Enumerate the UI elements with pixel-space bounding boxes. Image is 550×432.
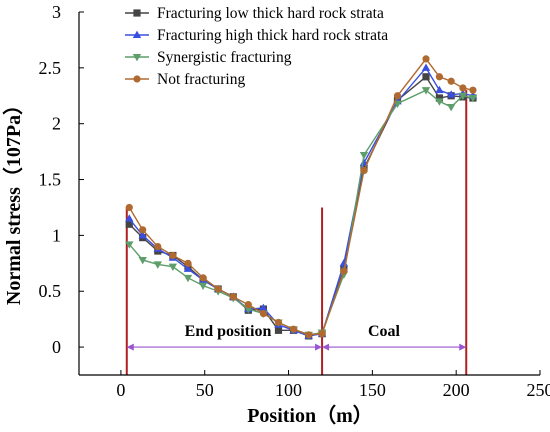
y-tick-label: 0 [52, 337, 61, 357]
series-marker [393, 92, 402, 100]
series-marker [132, 30, 142, 38]
series-marker [359, 151, 369, 160]
legend-label: Fracturing low thick hard rock strata [157, 5, 384, 22]
series-marker [229, 293, 237, 301]
series-line [128, 75, 474, 337]
x-tick-label: 150 [359, 380, 386, 400]
series-4 [125, 55, 477, 339]
series-3 [125, 87, 478, 340]
series-marker [153, 261, 162, 269]
coal-arrow-head-right [459, 343, 467, 351]
series-marker [184, 259, 192, 267]
series-marker [447, 77, 455, 85]
legend-item-1: Fracturing low thick hard rock strata [125, 5, 384, 22]
legend-item-4: Not fracturing [125, 71, 245, 88]
series-marker [435, 98, 444, 106]
series-marker [125, 241, 134, 249]
annotation-layer [125, 90, 468, 375]
series-marker [446, 103, 456, 112]
series-marker [435, 85, 444, 94]
legend-label: Synergistic fracturing [157, 49, 292, 66]
axis-layer: 0 50 100 150 200 250 0 0.5 1 1.5 2 2.5 3 [39, 2, 550, 400]
series-marker [469, 86, 477, 94]
x-tick-label: 250 [527, 380, 550, 400]
x-axis-title: Position（m） [247, 404, 373, 427]
series-marker [154, 242, 162, 251]
series-marker [458, 92, 468, 101]
legend-label: Fracturing high thick hard rock strata [157, 27, 388, 44]
series-marker [132, 54, 142, 62]
series-marker [446, 90, 456, 98]
series-marker [274, 318, 283, 327]
series-marker [421, 63, 431, 71]
x-tick-label: 50 [196, 380, 214, 400]
series-marker [435, 73, 444, 81]
series-marker [133, 9, 141, 17]
series-marker [244, 301, 252, 309]
series-marker [183, 274, 193, 283]
end-position-arrow-head-right [315, 343, 323, 351]
end-position-label: End position [185, 323, 272, 340]
x-tick-label: 100 [275, 380, 302, 400]
series-marker [138, 256, 147, 265]
series-marker [468, 95, 478, 103]
legend-label: Not fracturing [157, 71, 245, 88]
y-axis-title: Normal stress（107Pa） [2, 95, 25, 305]
series-marker [459, 84, 467, 92]
y-tick-label: 2 [52, 114, 61, 134]
legend-item-3: Synergistic fracturing [125, 49, 292, 66]
series-marker [214, 285, 222, 293]
series-marker [244, 306, 253, 314]
series-marker [435, 94, 444, 102]
end-position-arrow-head-left [126, 343, 134, 351]
series-marker [274, 326, 283, 334]
series-line [128, 57, 474, 336]
series-line [128, 66, 474, 337]
legend-item-2: Fracturing high thick hard rock strata [125, 27, 388, 44]
series-marker [199, 274, 207, 282]
series-marker [125, 220, 133, 228]
series-marker [125, 203, 133, 212]
legend: Fracturing low thick hard rock strata Fra… [125, 5, 388, 88]
series-marker [422, 55, 430, 63]
series-marker [125, 214, 134, 222]
series-marker [393, 100, 402, 108]
y-tick-label: 3 [52, 2, 61, 22]
y-tick-label: 0.5 [39, 281, 62, 301]
x-tick-label: 200 [443, 380, 470, 400]
y-tick-label: 2.5 [39, 58, 62, 78]
coal-label: Coal [368, 323, 401, 340]
series-marker [422, 73, 430, 81]
series-marker [259, 309, 267, 318]
series-marker [360, 167, 368, 175]
series-marker [138, 230, 147, 239]
series-marker [183, 264, 193, 272]
series-marker [259, 303, 268, 311]
x-tick-label: 0 [116, 380, 125, 400]
coal-arrow-head-left [322, 343, 330, 351]
y-tick-label: 1 [52, 225, 61, 245]
series-marker [421, 87, 431, 95]
series-marker [168, 263, 178, 272]
y-tick-label: 1.5 [39, 170, 62, 190]
series-marker [198, 282, 208, 291]
series-marker [305, 331, 313, 339]
series-marker [340, 267, 348, 275]
series-marker [289, 325, 298, 333]
series-layer [125, 55, 478, 340]
series-marker [318, 330, 326, 338]
series-marker [133, 75, 141, 83]
series-marker [169, 251, 177, 260]
series-2 [125, 63, 478, 339]
series-marker [139, 226, 147, 234]
series-1 [125, 73, 477, 340]
series-line [128, 89, 474, 336]
